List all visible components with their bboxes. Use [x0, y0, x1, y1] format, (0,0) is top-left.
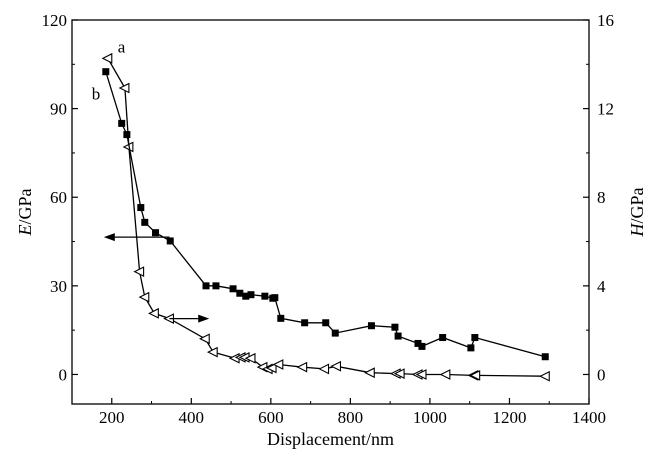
arrowhead-right [198, 314, 210, 323]
left-y-tick-label: 30 [50, 277, 67, 296]
data-point-b [152, 229, 160, 237]
data-point-b [141, 218, 149, 226]
left-axis-title: E/GPa [15, 188, 35, 236]
series-line-b [105, 71, 546, 358]
data-point-a [296, 361, 308, 373]
data-point-b [301, 319, 309, 327]
data-point-b [229, 285, 237, 293]
series-line-a [107, 57, 546, 377]
data-point-b [331, 329, 339, 337]
axis-ticks: 200 400 600 800 1000 1200 14000306090120048121… [42, 11, 615, 427]
data-point-a [206, 346, 218, 358]
data-point-b [367, 322, 375, 330]
right-y-tick-label: 16 [597, 11, 614, 30]
data-point-a [244, 352, 256, 364]
data-point-a [330, 360, 342, 372]
x-tick-label: 400 [179, 408, 205, 427]
data-point-a [415, 369, 427, 380]
series-annotations: ab [92, 37, 126, 103]
right-axis-title: H/GPa [627, 187, 647, 237]
data-point-b [467, 344, 475, 352]
data-point-b [418, 342, 426, 350]
data-point-b [391, 323, 399, 331]
data-point-b [277, 314, 285, 322]
left-y-tick-label: 90 [50, 100, 67, 119]
data-point-a [393, 368, 405, 379]
data-point-b [271, 294, 279, 302]
data-point-b [118, 119, 126, 127]
x-tick-label: 800 [338, 408, 364, 427]
data-point-b [394, 332, 402, 340]
data-point-b [242, 292, 250, 300]
data-point-b [212, 282, 220, 290]
axis-indicator-arrows [103, 233, 210, 323]
right-y-tick-label: 8 [597, 188, 606, 207]
series-layer [101, 52, 550, 382]
data-point-a [272, 359, 284, 370]
series-label-a: a [118, 37, 126, 56]
data-point-a [148, 307, 159, 319]
x-tick-label: 600 [258, 408, 284, 427]
data-point-a [101, 52, 113, 64]
x-tick-label: 1000 [413, 408, 447, 427]
data-point-b [261, 292, 269, 300]
data-point-a [539, 370, 550, 382]
right-y-tick-label: 4 [597, 277, 606, 296]
data-point-a [469, 369, 481, 381]
right-y-tick-label: 0 [597, 365, 606, 384]
x-tick-label: 200 [99, 408, 125, 427]
data-point-a [118, 82, 130, 94]
data-point-a [133, 266, 145, 278]
data-point-b [137, 204, 145, 212]
arrowhead-left [103, 233, 115, 242]
data-point-b [202, 282, 210, 290]
left-y-tick-label: 60 [50, 188, 67, 207]
data-point-b [541, 353, 549, 361]
data-point-b [247, 291, 255, 299]
series-label-b: b [92, 85, 101, 104]
data-point-a [198, 333, 210, 345]
left-y-tick-label: 0 [59, 365, 68, 384]
data-point-a [265, 362, 277, 374]
left-y-tick-label: 120 [42, 11, 68, 30]
data-point-a [439, 369, 451, 380]
data-point-b [471, 334, 479, 342]
data-point-a [364, 367, 375, 379]
right-y-tick-label: 12 [597, 100, 614, 119]
data-point-b [236, 289, 244, 297]
data-point-b [166, 237, 174, 245]
data-point-b [123, 131, 131, 139]
data-point-b [322, 319, 330, 327]
plot-frame [71, 19, 590, 405]
data-point-a [138, 291, 150, 303]
x-tick-label: 1400 [572, 408, 606, 427]
data-point-b [102, 68, 110, 76]
x-tick-label: 1200 [492, 408, 526, 427]
data-point-a [318, 363, 330, 375]
data-point-b [414, 339, 422, 347]
x-axis-title: Displacement/nm [267, 429, 394, 449]
data-point-b [439, 334, 447, 342]
